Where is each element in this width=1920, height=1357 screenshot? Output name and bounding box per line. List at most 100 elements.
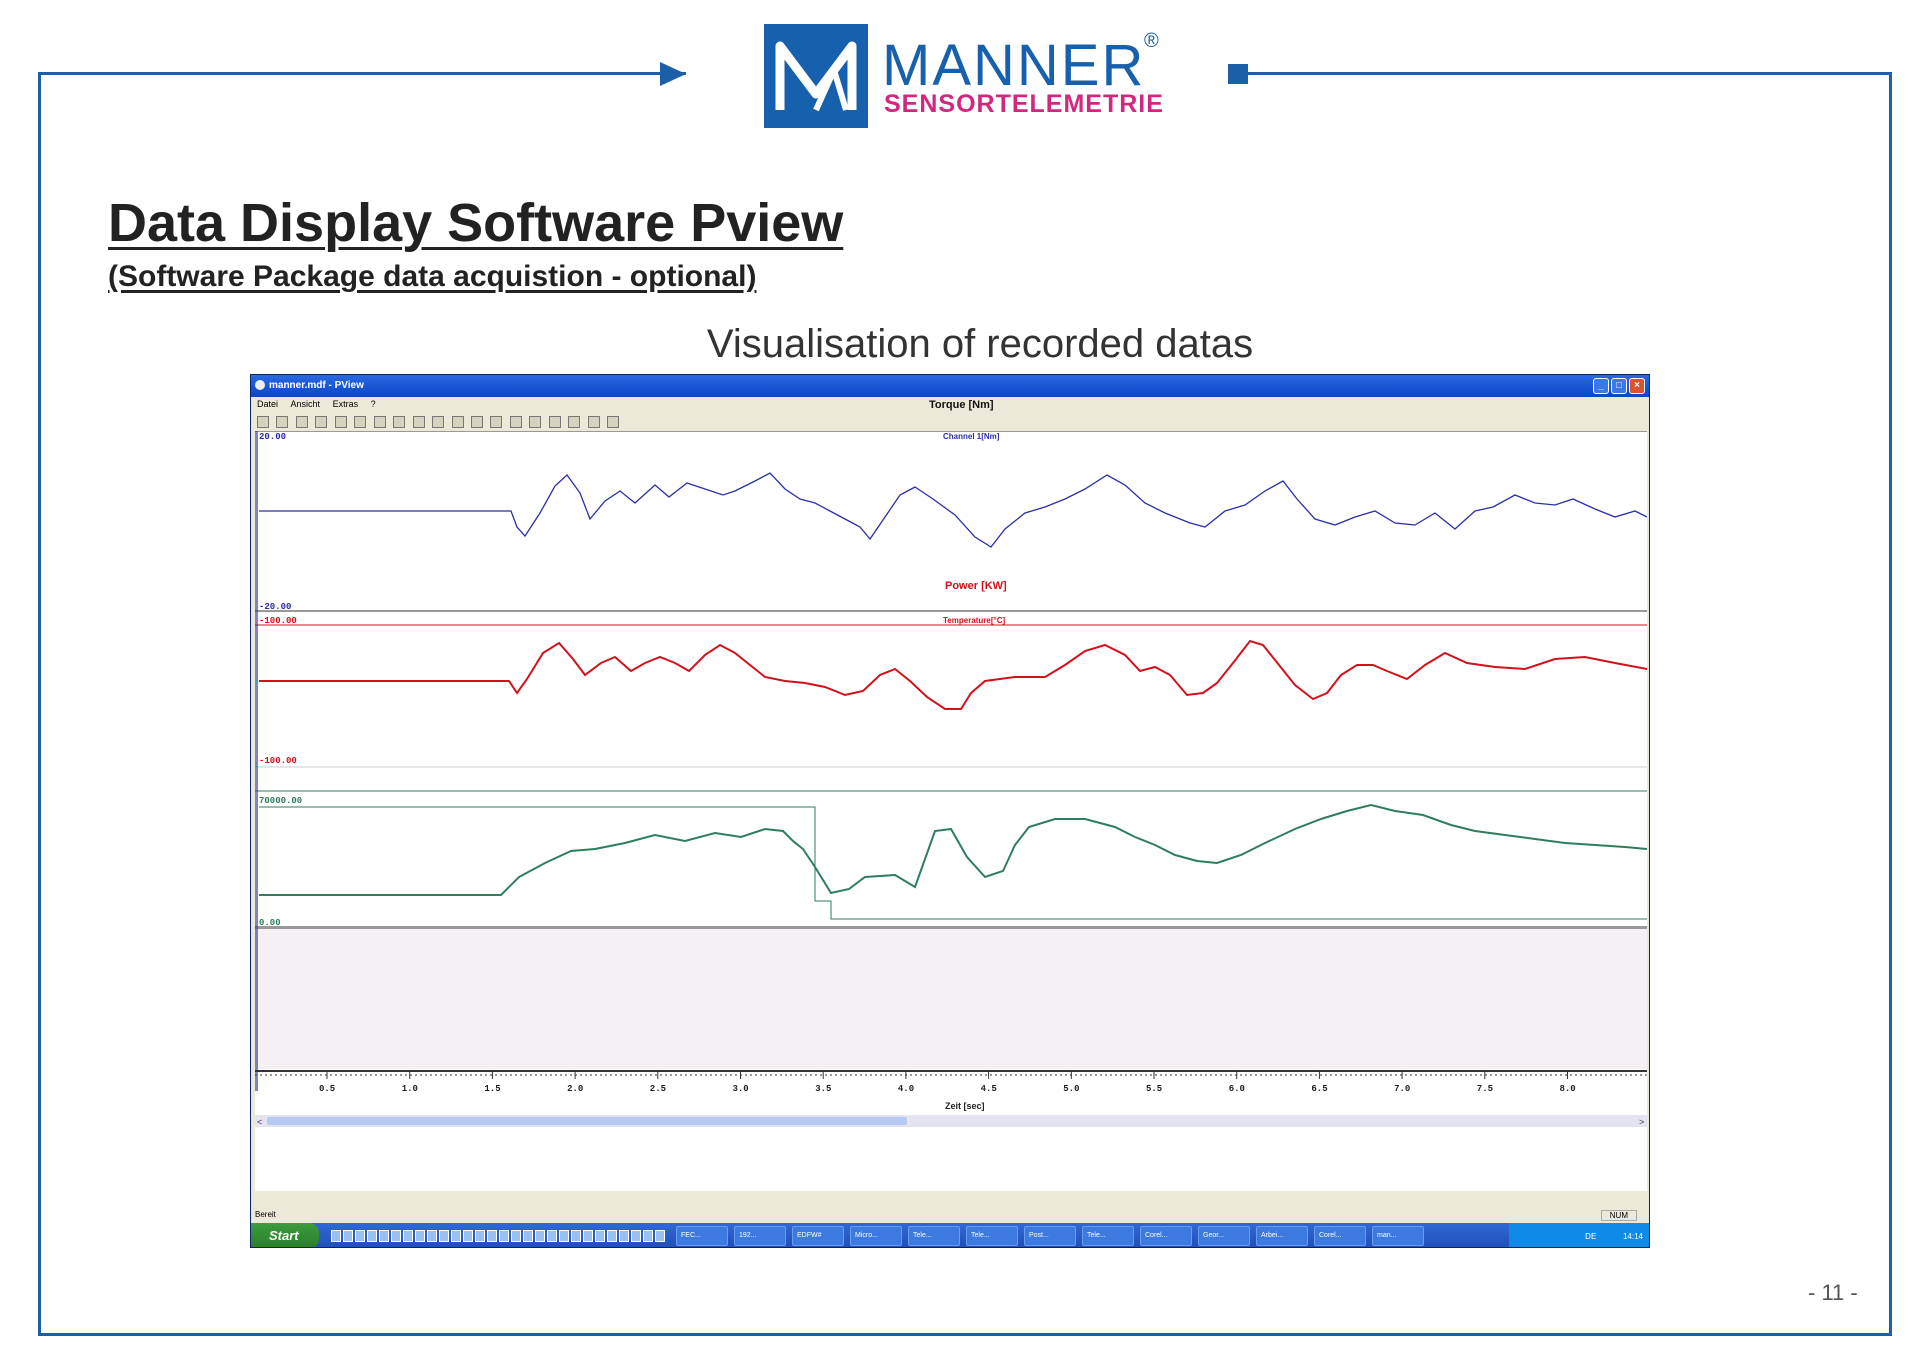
minimize-button[interactable]: _ [1593,378,1609,394]
menu-datei[interactable]: Datei [257,399,279,409]
taskbar-button[interactable]: 192... [734,1226,786,1246]
plot-svg[interactable]: 0.5 1.0 1.5 2.0 2.5 3.0 3.5 4.0 4.5 5.0 5.5 6.0 6.5 7… [255,431,1647,1191]
taskbar-button[interactable]: Tele... [1082,1226,1134,1246]
taskbar-button[interactable]: Post... [1024,1226,1076,1246]
brand-subtitle: SENSORTELEMETRIE [884,90,1164,118]
quick-launch-icon[interactable] [427,1230,437,1242]
save-icon[interactable] [276,415,289,428]
move-icon[interactable] [509,415,522,428]
quick-launch-icon[interactable] [379,1230,389,1242]
taskbar-button[interactable]: Tele... [966,1226,1018,1246]
torque-label: Torque [Nm] [929,399,994,411]
axis-label: Zeit [sec] [945,1101,985,1111]
taskbar-button[interactable]: Arbei... [1256,1226,1308,1246]
quick-launch-icon[interactable] [415,1230,425,1242]
fit-height-icon[interactable] [432,415,445,428]
window-title: manner.mdf - PView [269,380,364,391]
quick-launch-icon[interactable] [559,1230,569,1242]
toolbar [251,411,1649,431]
taskbar-button[interactable]: Corel... [1314,1226,1366,1246]
taskbar-button[interactable]: FEC... [676,1226,728,1246]
taskbar-button[interactable]: Corel... [1140,1226,1192,1246]
language-indicator[interactable]: DE [1585,1232,1597,1241]
plot-area[interactable]: 0.5 1.0 1.5 2.0 2.5 3.0 3.5 4.0 4.5 5.0 5.5 6.0 6.5 7… [255,431,1647,1191]
menu-bar: Datei Ansicht Extras ? [251,397,1649,411]
axis-tick-label: 1.5 [484,1084,500,1094]
taskbar-button[interactable]: Micro... [850,1226,902,1246]
arrow-icon[interactable] [295,415,308,428]
export-icon[interactable] [373,415,386,428]
quick-launch-icon[interactable] [403,1230,413,1242]
undo-icon[interactable] [529,415,542,428]
quick-launch-icon[interactable] [511,1230,521,1242]
frame-top-line-left [38,72,686,75]
quick-launch-icon[interactable] [571,1230,581,1242]
quick-launch-icon[interactable] [535,1230,545,1242]
maximize-button[interactable]: □ [1611,378,1627,394]
window-titlebar[interactable]: manner.mdf - PView _ □ × [251,375,1649,397]
info-icon[interactable] [315,415,328,428]
quick-launch-icon[interactable] [523,1230,533,1242]
quick-launch-icon[interactable] [487,1230,497,1242]
quick-launch-icon[interactable] [607,1230,617,1242]
taskbar: Start FEC... 192... EDFW# Micro... Tele... Te… [251,1223,1649,1247]
quick-launch-icon[interactable] [631,1230,641,1242]
import-icon[interactable] [354,415,367,428]
zoom-out-icon[interactable] [490,415,503,428]
horizontal-scrollbar-thumb[interactable] [267,1117,907,1125]
quick-launch-icon[interactable] [391,1230,401,1242]
quick-launch-icon[interactable] [355,1230,365,1242]
axis-tick-label: 5.5 [1146,1084,1162,1094]
taskbar-button[interactable]: EDFW# [792,1226,844,1246]
taskbar-button[interactable]: man... [1372,1226,1424,1246]
axis-tick-label: 8.0 [1560,1084,1576,1094]
quick-launch-icon[interactable] [499,1230,509,1242]
axis-tick-label: 6.0 [1229,1084,1245,1094]
quick-launch-icon[interactable] [475,1230,485,1242]
axis-tick-label: 4.5 [981,1084,997,1094]
temperature-trace [259,639,1647,710]
axis-tick-label: 2.0 [567,1084,583,1094]
app-icon [255,380,265,390]
quick-launch-icon[interactable] [595,1230,605,1242]
arrow-head-icon [660,62,686,86]
redo-icon[interactable] [548,415,561,428]
quick-launch-icon[interactable] [331,1230,341,1242]
fit-width-icon[interactable] [393,415,406,428]
page-title: Data Display Software Pview [108,193,844,253]
start-button[interactable]: Start [251,1223,319,1247]
quick-launch-icon[interactable] [343,1230,353,1242]
menu-help[interactable]: ? [370,399,376,409]
menu-extras[interactable]: Extras [332,399,359,409]
taskbar-button[interactable]: Geor... [1198,1226,1250,1246]
quick-launch-icon[interactable] [583,1230,593,1242]
zoom-in-icon[interactable] [470,415,483,428]
channels-icon[interactable] [451,415,464,428]
power-threshold-line [259,806,1647,920]
quick-launch-icon[interactable] [547,1230,557,1242]
close-button[interactable]: × [1629,378,1645,394]
fit-all-icon[interactable] [412,415,425,428]
quick-launch-icon[interactable] [367,1230,377,1242]
quick-launch-icon[interactable] [463,1230,473,1242]
quick-launch-icon[interactable] [439,1230,449,1242]
num-indicator: NUM [1600,1210,1637,1221]
menu-ansicht[interactable]: Ansicht [290,399,321,409]
open-icon[interactable] [257,415,269,428]
registered-mark: ® [1144,30,1159,52]
quick-launch-icon[interactable] [619,1230,629,1242]
temperature-bottom-value: -100.00 [259,756,297,766]
quick-launch-icon[interactable] [655,1230,665,1242]
quick-launch-icon[interactable] [643,1230,653,1242]
print-icon[interactable] [334,415,347,428]
quick-launch-icon[interactable] [451,1230,461,1242]
crosshair-icon[interactable] [568,415,581,428]
axis-tick-label: 3.5 [815,1084,831,1094]
status-text: Bereit [255,1210,276,1219]
logo-mark-icon [764,24,868,128]
status-bar: Bereit NUM [251,1209,1649,1223]
prev-marker-icon[interactable] [587,415,600,428]
axis-tick-label: 5.0 [1063,1084,1079,1094]
next-marker-icon[interactable] [607,415,620,428]
taskbar-button[interactable]: Tele... [908,1226,960,1246]
